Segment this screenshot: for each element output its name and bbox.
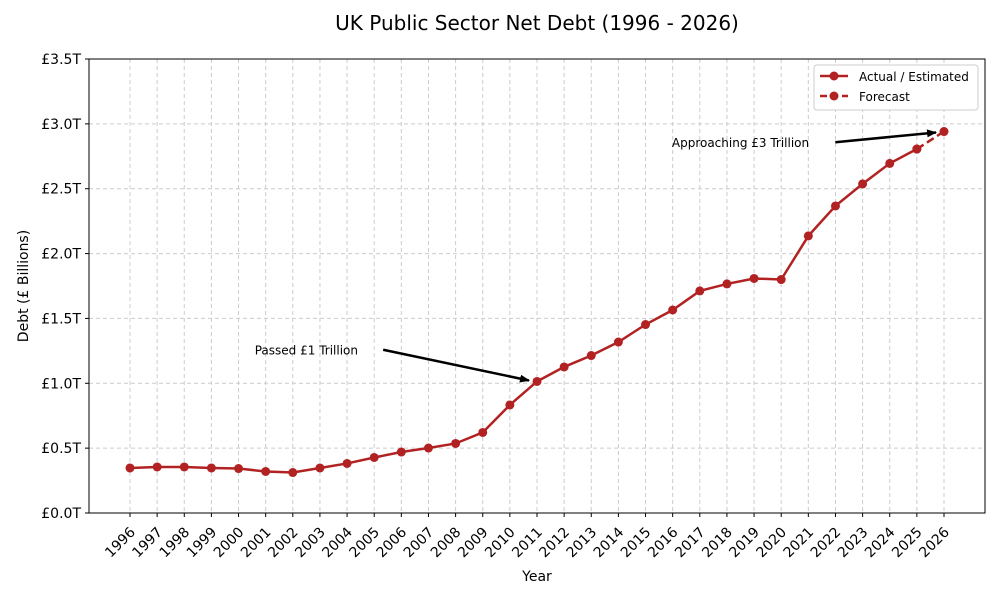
y-tick-label: £0.5T [41, 441, 81, 457]
legend-marker-actual [829, 71, 839, 81]
data-point [179, 462, 189, 472]
data-point [559, 362, 569, 372]
y-tick-label: £2.0T [41, 247, 81, 263]
data-point [668, 305, 678, 315]
x-tick-label: 2013 [564, 525, 601, 562]
x-tick-label: 1998 [157, 525, 194, 562]
x-tick-label: 2001 [238, 525, 275, 562]
x-tick-label: 2007 [401, 525, 438, 562]
x-tick-label: 2018 [699, 525, 736, 562]
data-point [315, 463, 325, 473]
data-point [912, 144, 922, 154]
data-point [830, 201, 840, 211]
data-point [858, 179, 868, 189]
legend-label-forecast: Forecast [859, 90, 910, 104]
y-tick-label: £1.0T [41, 376, 81, 392]
data-point [451, 438, 461, 448]
y-tick-label: £2.5T [41, 182, 81, 198]
annotation-arrow [382, 348, 530, 383]
x-tick-label: 1997 [129, 525, 166, 562]
data-point [505, 400, 515, 410]
data-point [695, 286, 705, 296]
x-tick-label: 2004 [319, 524, 356, 561]
y-tick-label: £0.0T [41, 506, 81, 522]
x-tick-label: 2015 [618, 525, 655, 562]
x-tick-label: 2010 [482, 525, 519, 562]
data-point [613, 337, 623, 347]
y-tick-label: £3.0T [41, 117, 81, 133]
annotation-arrow [835, 129, 937, 144]
x-tick-label: 1999 [184, 525, 221, 562]
x-tick-label: 2016 [645, 524, 682, 561]
data-point [234, 464, 244, 474]
x-tick-label: 2006 [374, 524, 411, 561]
data-point [722, 279, 732, 289]
x-tick-label: 2025 [889, 525, 926, 562]
data-point [396, 447, 406, 457]
data-point [288, 468, 298, 478]
x-tick-label: 2014 [591, 524, 628, 561]
data-point [369, 452, 379, 462]
y-tick-label: £3.5T [41, 52, 81, 68]
data-point [342, 458, 352, 468]
y-axis-label: Debt (£ Billions) [16, 230, 32, 342]
x-tick-label: 2023 [835, 525, 872, 562]
data-point [261, 466, 271, 476]
x-tick-label: 2003 [292, 525, 329, 562]
data-point [532, 376, 542, 386]
data-point [803, 231, 813, 241]
x-tick-label: 1996 [102, 524, 139, 561]
data-point [125, 463, 135, 473]
series-line-actual-estimated [129, 147, 918, 474]
data-point [206, 463, 216, 473]
annotation-label: Passed £1 Trillion [255, 344, 358, 358]
data-point [939, 127, 949, 137]
legend-marker-forecast [829, 91, 839, 101]
data-point [586, 351, 596, 361]
x-tick-label: 2000 [211, 525, 248, 562]
data-point [423, 443, 433, 453]
chart-title: UK Public Sector Net Debt (1996 - 2026) [335, 11, 739, 35]
legend: Actual / Estimated Forecast [813, 64, 979, 111]
data-point [885, 158, 895, 168]
x-tick-label: 2026 [916, 524, 953, 561]
x-tick-label: 2009 [455, 525, 492, 562]
x-tick-label: 2002 [265, 525, 302, 562]
x-tick-label: 2024 [862, 524, 899, 561]
data-point [152, 462, 162, 472]
series-line-forecast [916, 130, 945, 151]
x-tick-label: 2022 [808, 525, 845, 562]
data-point [776, 275, 786, 285]
x-tick-label: 2020 [754, 525, 791, 562]
legend-label-actual: Actual / Estimated [859, 70, 969, 84]
x-tick-label: 2012 [536, 525, 573, 562]
data-point [749, 273, 759, 283]
x-tick-label: 2021 [781, 525, 818, 562]
data-point [478, 427, 488, 437]
x-tick-label: 2008 [428, 525, 465, 562]
data-point [641, 320, 651, 330]
x-tick-label: 2011 [509, 525, 546, 562]
annotation-label: Approaching £3 Trillion [672, 136, 809, 150]
x-tick-label: 2017 [672, 525, 709, 562]
x-tick-label: 2019 [726, 525, 763, 562]
x-axis-label: Year [521, 569, 552, 585]
x-tick-label: 2005 [347, 525, 384, 562]
y-tick-label: £1.5T [41, 311, 81, 327]
